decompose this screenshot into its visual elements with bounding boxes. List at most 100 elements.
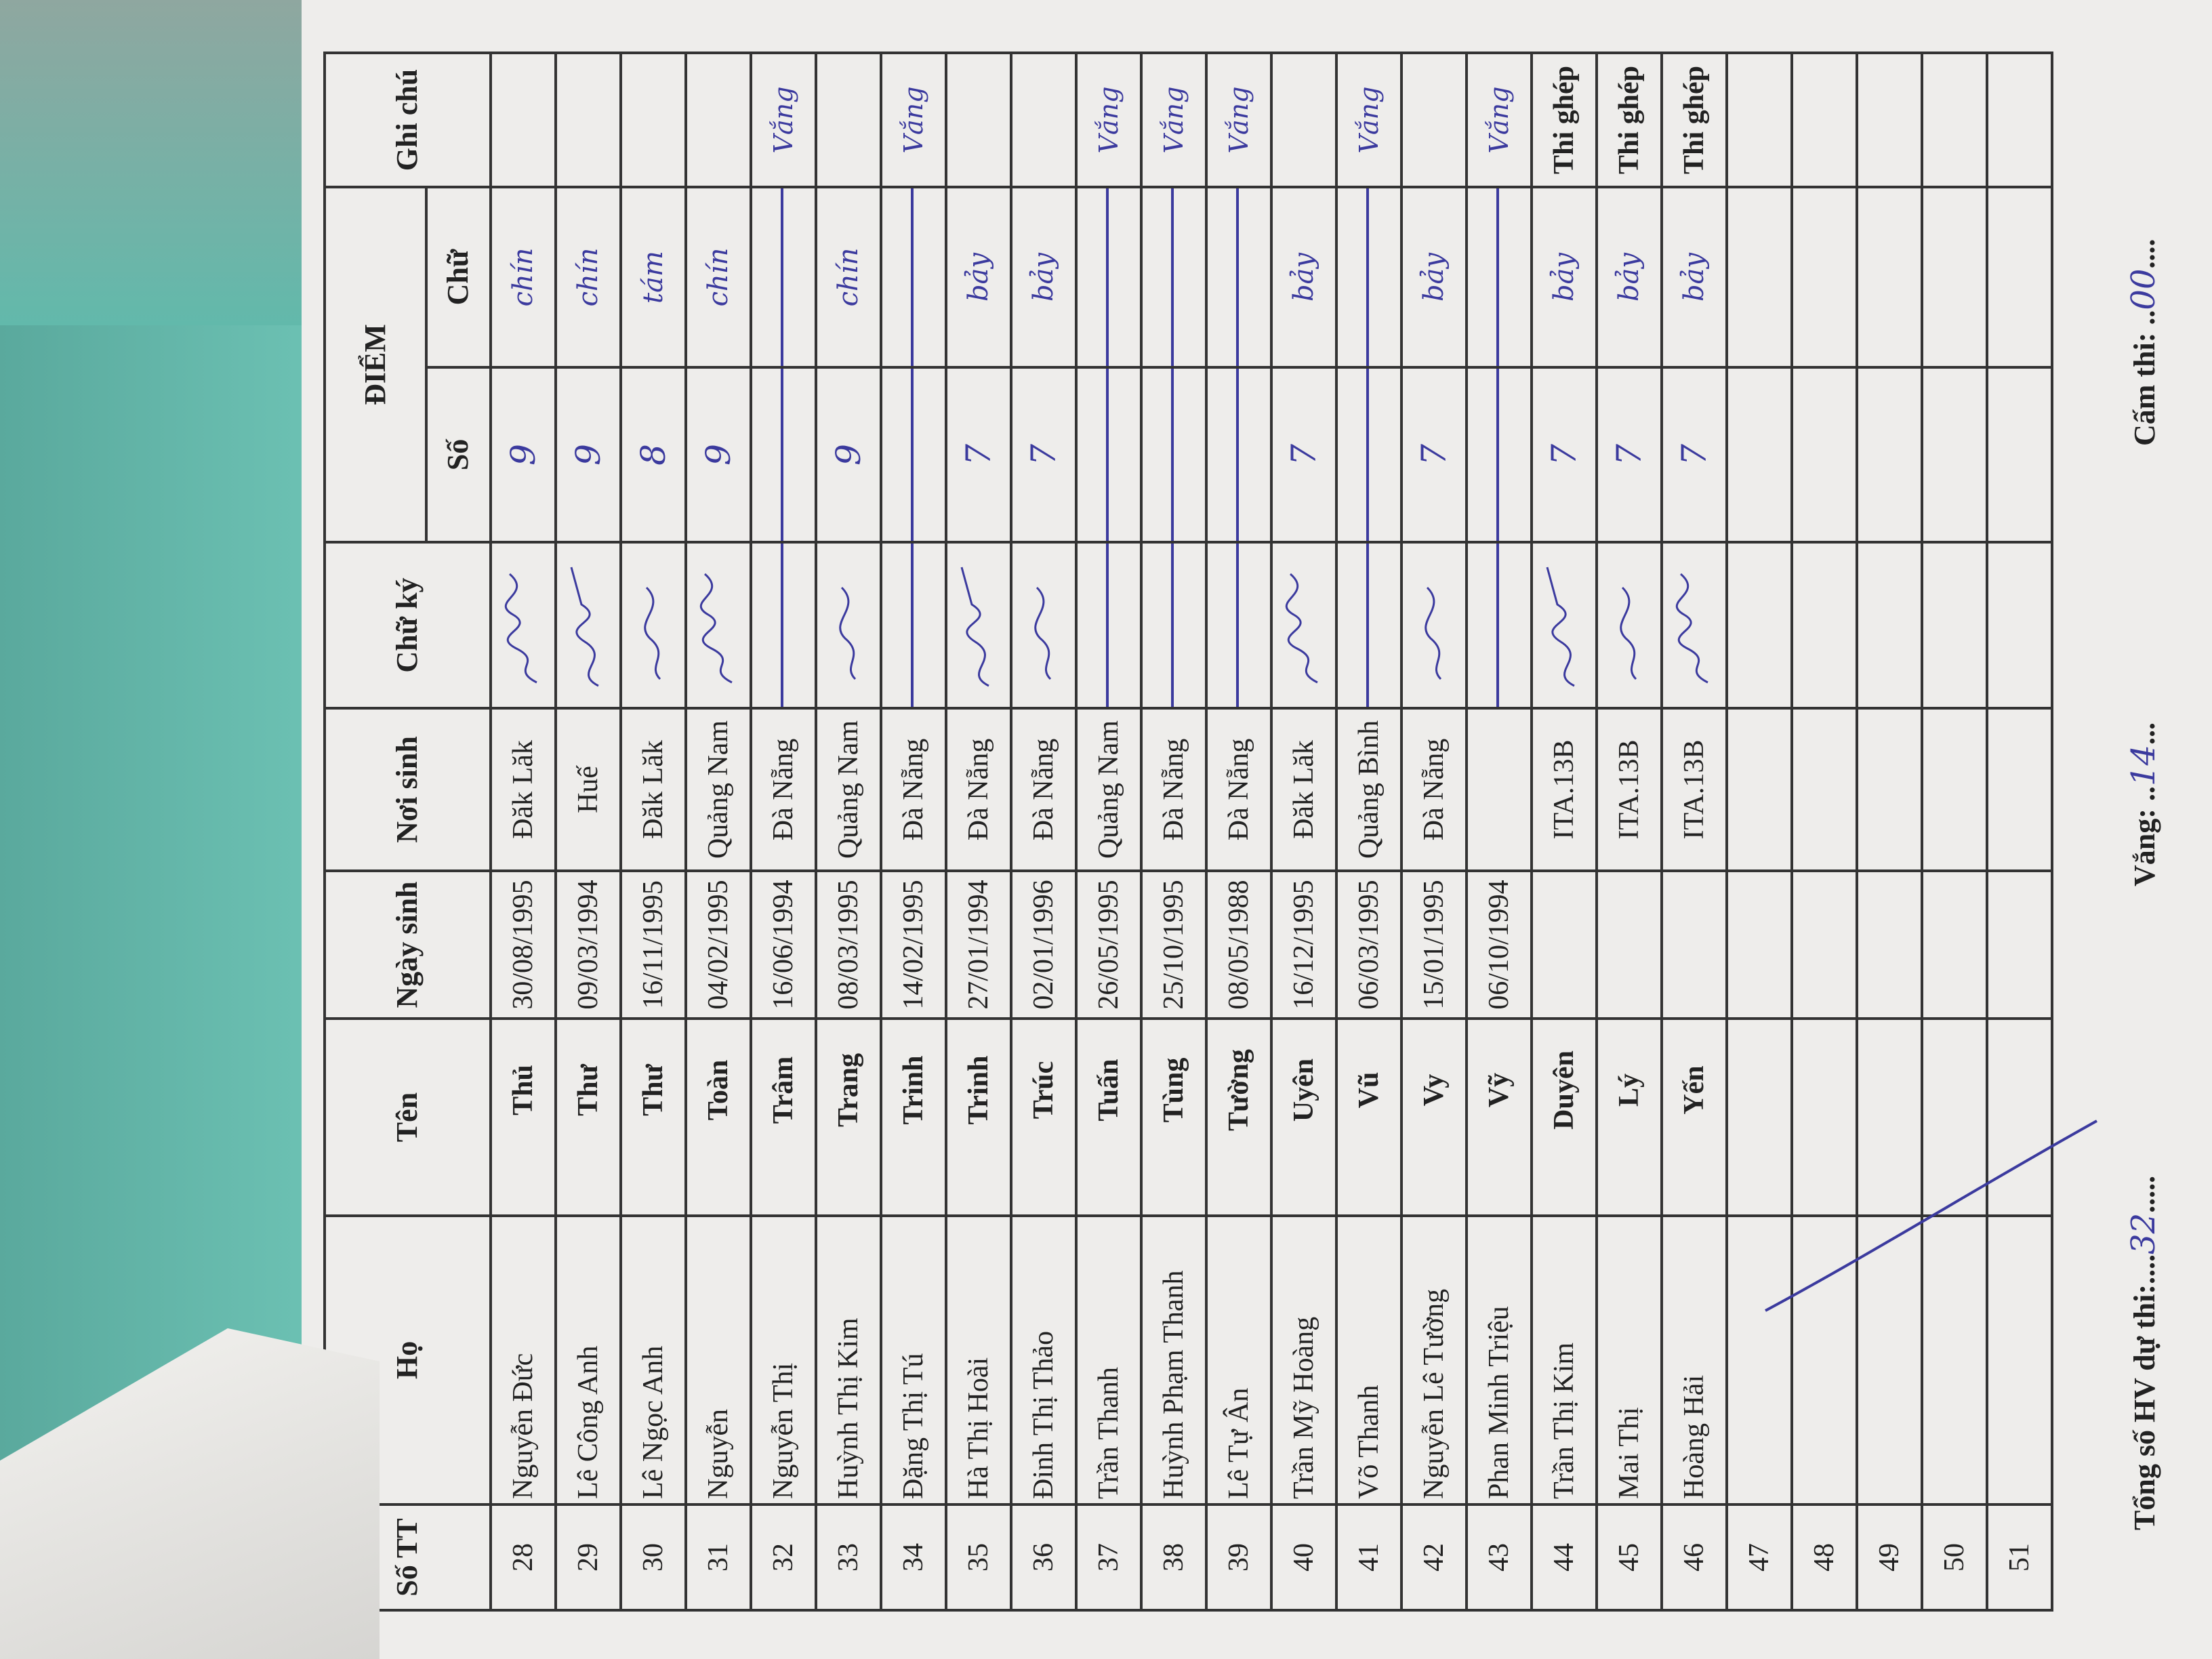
cell-ho: Đinh Thị Thảo [1011,1216,1076,1504]
cell-chu-ky [686,542,751,708]
table-row: 30 Lê Ngọc Anh Thư 16/11/1995 Đăk Lăk 8 tám [621,53,686,1610]
cell-stt-text: 39 [1223,1543,1254,1572]
cell-diem-chu-text: chín [703,247,734,307]
cell-diem-so-text: 7 [1544,444,1584,466]
cell-stt-text: 37 [1093,1543,1124,1572]
cell-ghi-chu [1922,53,1987,187]
cell-noi-sinh-text: Quảng Bình [1353,720,1385,859]
cell-diem-so-text: 9 [699,444,738,466]
cell-ghi-chu-text: Vắng [1354,86,1384,154]
cell-noi-sinh-text: ITA.13B [1614,739,1645,840]
cell-stt: 39 [1206,1504,1271,1610]
cell-ho: Trần Thị Kim [1532,1216,1597,1504]
cell-ghi-chu-text: Vắng [899,86,928,154]
table-row: 45 Mai Thị Lý ITA.13B 7 bảy Thi ghép [1597,53,1662,1610]
cell-diem-chu [1987,187,2052,367]
cell-ghi-chu [491,53,556,187]
cell-ngay-sinh [1532,871,1597,1019]
cell-noi-sinh-text: Đăk Lăk [1288,740,1319,839]
cell-ghi-chu [1401,53,1467,187]
cell-ten-text: Trúc [1028,1061,1059,1120]
cell-ghi-chu [1011,53,1076,187]
cell-noi-sinh-text: Đăk Lăk [508,740,539,839]
table-row: 51 [1987,53,2052,1610]
cell-ho-text: Lê Công Anh [573,1345,604,1499]
cell-ten [1727,1019,1792,1216]
cell-ho [1922,1216,1987,1504]
cell-ten [1922,1019,1987,1216]
table-row: 46 Hoàng Hải Yến ITA.13B 7 bảy Thi ghép [1662,53,1727,1610]
cell-noi-sinh [1987,708,2052,871]
cell-ten-text: Yến [1679,1065,1710,1115]
cell-chu-ky [881,542,946,708]
cell-stt-text: 51 [2004,1543,2035,1572]
cell-diem-chu: chín [686,187,751,367]
cell-stt: 49 [1857,1504,1922,1610]
cell-ghi-chu [1857,53,1922,187]
cell-diem-so: 7 [1011,367,1076,542]
cell-chu-ky [1206,542,1271,708]
cell-ho-text: Lê Ngọc Anh [638,1345,669,1499]
table-row: 37 Trần Thanh Tuấn 26/05/1995 Quảng Nam Vắng [1076,53,1141,1610]
cell-ho-text: Huỳnh Phạm Thanh [1158,1270,1189,1499]
signature-image [1425,587,1442,680]
cell-stt: 30 [621,1504,686,1610]
cell-noi-sinh-text: Đăk Lăk [638,740,669,839]
cell-stt-text: 38 [1158,1543,1189,1572]
cell-ghi-chu [1792,53,1857,187]
cell-ngay-sinh [1987,871,2052,1019]
cell-chu-ky [491,542,556,708]
cell-ghi-chu: Vắng [751,53,816,187]
cell-diem-chu: chín [491,187,556,367]
cell-ten-text: Trang [833,1053,864,1127]
cell-noi-sinh: Quảng Bình [1336,708,1401,871]
cell-ho [1792,1216,1857,1504]
cell-diem-so-text: 9 [569,444,608,466]
cell-ho-text: Trần Thanh [1093,1367,1124,1499]
cell-chu-ky [621,542,686,708]
cell-chu-ky [1467,542,1532,708]
exam-score-table: Số TT Họ Tên Ngày sinh Nơi sinh Chữ ký Đ… [323,52,2053,1612]
cell-ngay-sinh: 08/05/1988 [1206,871,1271,1019]
cell-ngay-sinh: 09/03/1994 [556,871,621,1019]
cell-ngay-sinh: 04/02/1995 [686,871,751,1019]
cell-diem-chu-text: bảy [1549,252,1580,302]
cell-diem-chu: bảy [1011,187,1076,367]
cell-chu-ky [751,542,816,708]
cell-diem-chu [1336,187,1401,367]
header-noi-sinh: Nơi sinh [325,708,491,871]
cell-ngay-sinh [1597,871,1662,1019]
table-row: 32 Nguyễn Thị Trâm 16/06/1994 Đà Nẵng Vắng [751,53,816,1610]
cell-stt: 33 [816,1504,881,1610]
cell-diem-so [881,367,946,542]
absent-strike-line [1106,369,1109,541]
cell-ngay-sinh: 06/10/1994 [1467,871,1532,1019]
cell-diem-so: 7 [1597,367,1662,542]
cell-diem-chu-text: bảy [1614,252,1645,302]
cell-ten-text: Uyên [1288,1058,1319,1122]
cell-diem-chu [1206,187,1271,367]
cell-noi-sinh: Đăk Lăk [491,708,556,871]
cell-stt-text: 40 [1288,1543,1319,1572]
absent-strike-line [911,544,914,707]
cell-stt: 38 [1141,1504,1206,1610]
cell-ho: Nguyễn Đức [491,1216,556,1504]
cell-stt: 43 [1467,1504,1532,1610]
cell-chu-ky [1727,542,1792,708]
cell-ghi-chu [556,53,621,187]
cell-noi-sinh: ITA.13B [1597,708,1662,871]
cell-noi-sinh [1857,708,1922,871]
cell-ngay-sinh: 30/08/1995 [491,871,556,1019]
cell-noi-sinh: Quảng Nam [686,708,751,871]
cell-ghi-chu-text: Thi ghép [1614,66,1645,174]
cell-ten-text: Toàn [703,1059,734,1121]
cell-stt-text: 43 [1483,1543,1515,1572]
cell-ten: Lý [1597,1019,1662,1216]
signature-image [839,587,857,680]
cell-stt: 29 [556,1504,621,1610]
cell-ho: Phan Minh Triệu [1467,1216,1532,1504]
cell-chu-ky [816,542,881,708]
cell-diem-so: 9 [491,367,556,542]
cell-diem-so [1467,367,1532,542]
cell-chu-ky [1141,542,1206,708]
